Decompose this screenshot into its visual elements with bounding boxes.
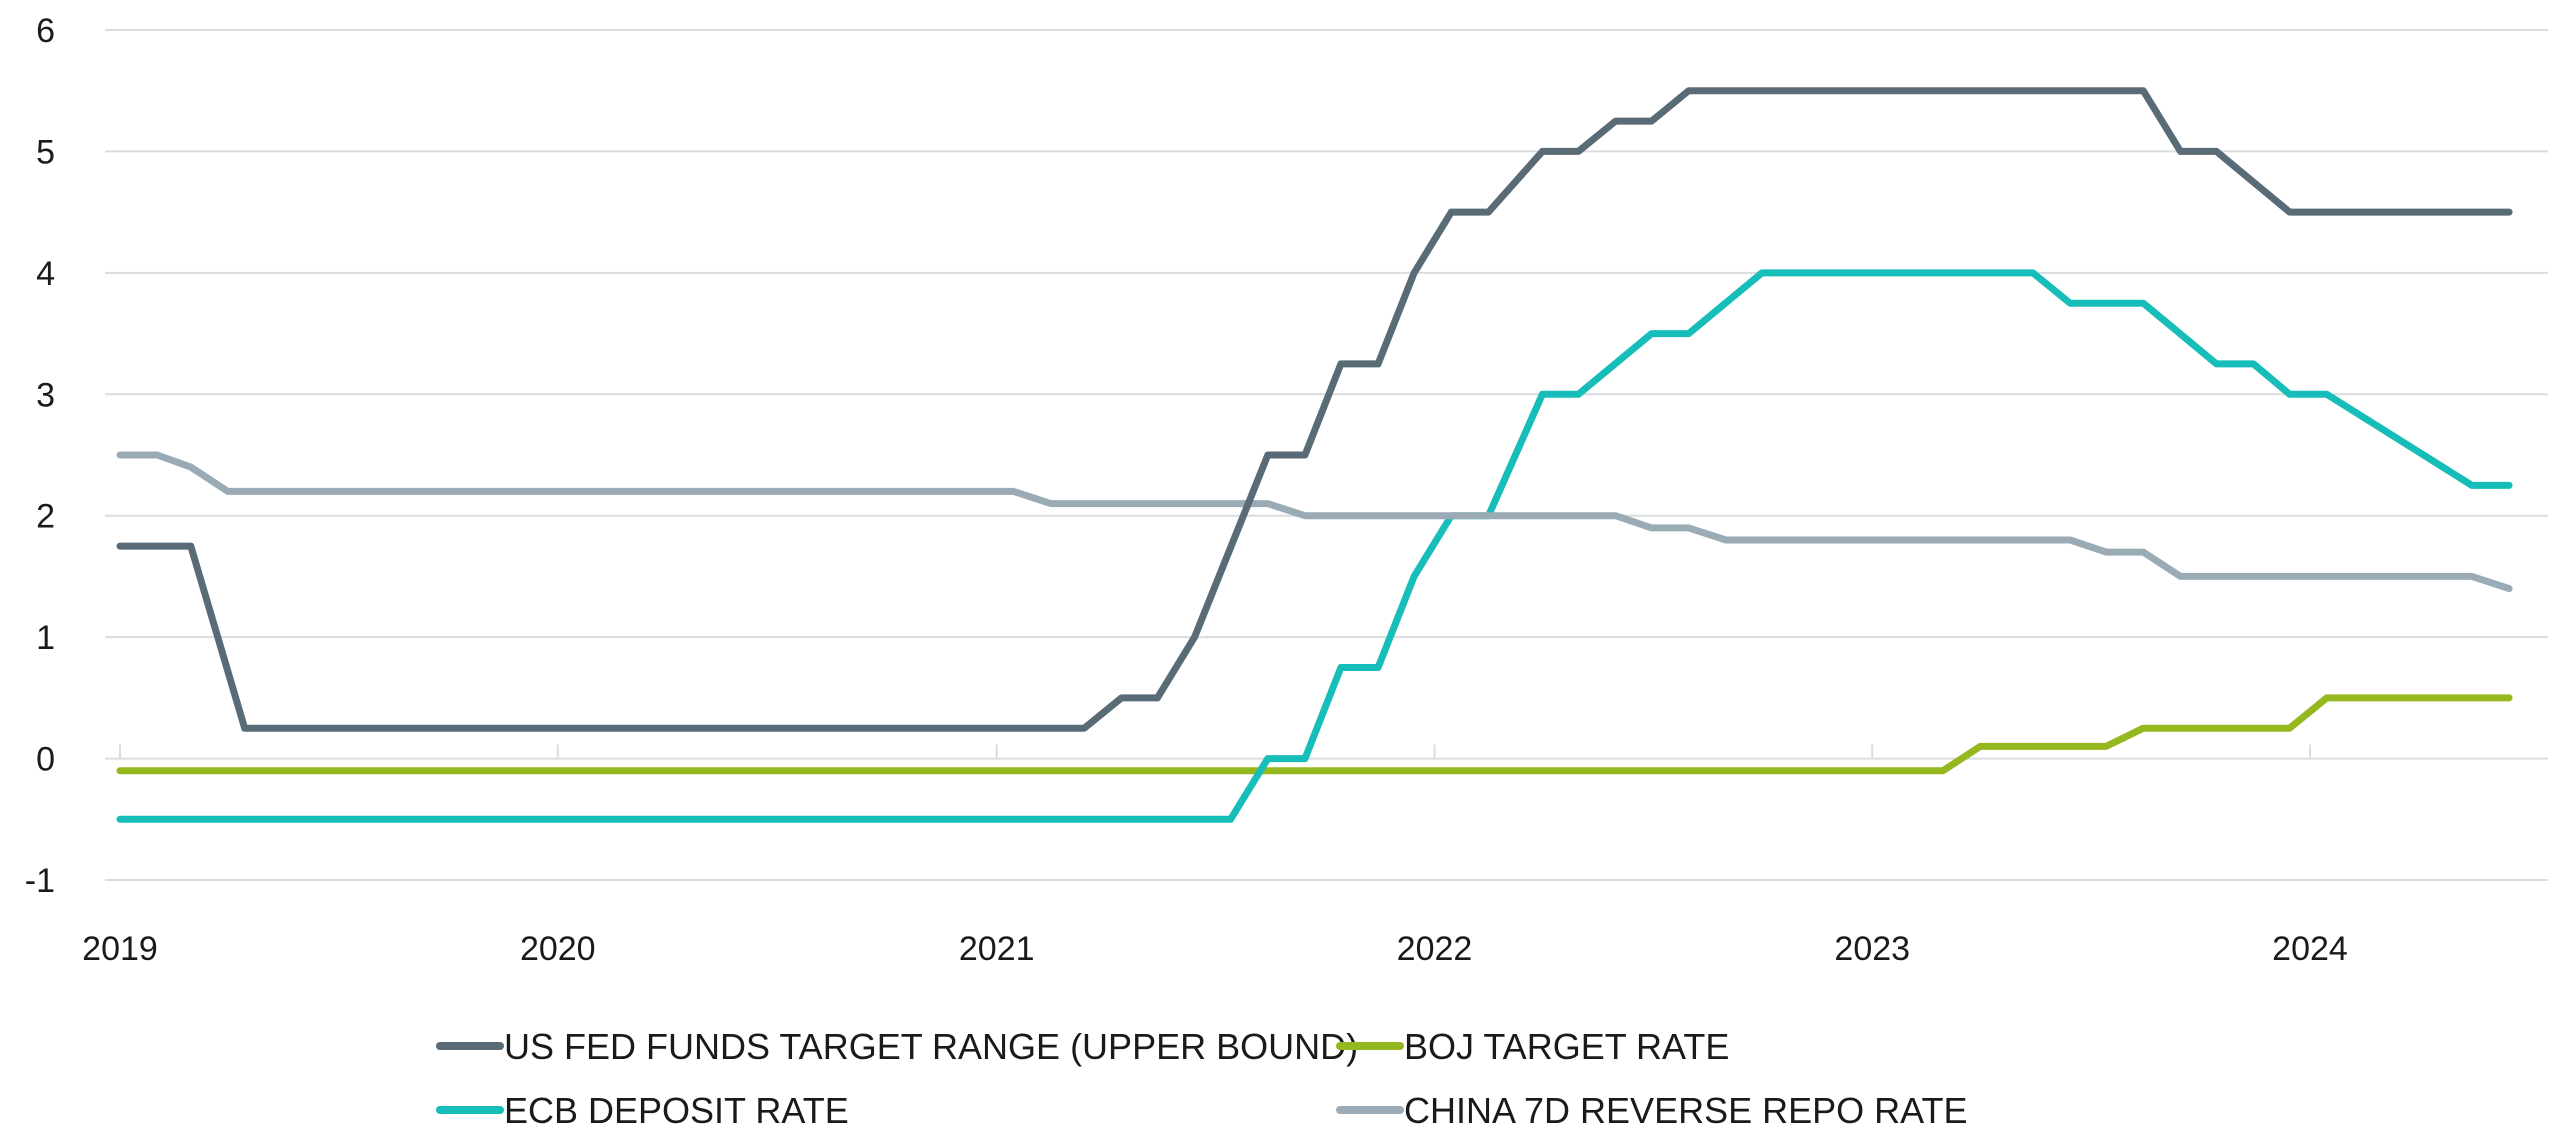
x-tick-label: 2023 — [1834, 930, 1910, 968]
series-lines — [116, 87, 2513, 823]
x-tick-label: 2021 — [959, 930, 1035, 968]
series-line-us-fed-funds-target-range-upper-bound — [116, 87, 2513, 732]
legend-item: BOJ TARGET RATE — [1336, 1026, 1729, 1067]
y-tick-label: 2 — [36, 498, 55, 536]
x-tick-label: 2022 — [1397, 930, 1473, 968]
legend-label: ECB DEPOSIT RATE — [504, 1090, 849, 1131]
series-line-boj-target-rate — [116, 694, 2513, 775]
y-tick-label: 5 — [36, 133, 55, 171]
y-tick-label: 3 — [36, 376, 55, 414]
series-line-ecb-deposit-rate — [116, 269, 2513, 823]
legend-item: US FED FUNDS TARGET RANGE (UPPER BOUND) — [436, 1026, 1358, 1067]
legend-label: US FED FUNDS TARGET RANGE (UPPER BOUND) — [504, 1026, 1358, 1067]
x-tick-label: 2024 — [2272, 930, 2348, 968]
x-tick-label: 2020 — [520, 930, 596, 968]
x-tick-label: 2019 — [82, 930, 158, 968]
y-tick-label: 1 — [36, 619, 55, 657]
axes: -1 0 1 2 3 4 5 6 2019 2020 2021 2022 2023 2024 — [25, 12, 2348, 968]
y-tick-label: 6 — [36, 12, 55, 50]
y-tick-label: -1 — [25, 862, 55, 900]
legend-item: CHINA 7D REVERSE REPO RATE — [1336, 1090, 1967, 1131]
legend: US FED FUNDS TARGET RANGE (UPPER BOUND) B… — [436, 1026, 1967, 1131]
gridlines — [105, 29, 2548, 881]
y-tick-label: 4 — [36, 255, 55, 293]
legend-label: CHINA 7D REVERSE REPO RATE — [1404, 1090, 1967, 1131]
legend-label: BOJ TARGET RATE — [1404, 1026, 1729, 1067]
y-tick-label: 0 — [36, 741, 55, 779]
legend-item: ECB DEPOSIT RATE — [436, 1090, 849, 1131]
series-line-china-7d-reverse-repo-rate — [116, 451, 2513, 593]
